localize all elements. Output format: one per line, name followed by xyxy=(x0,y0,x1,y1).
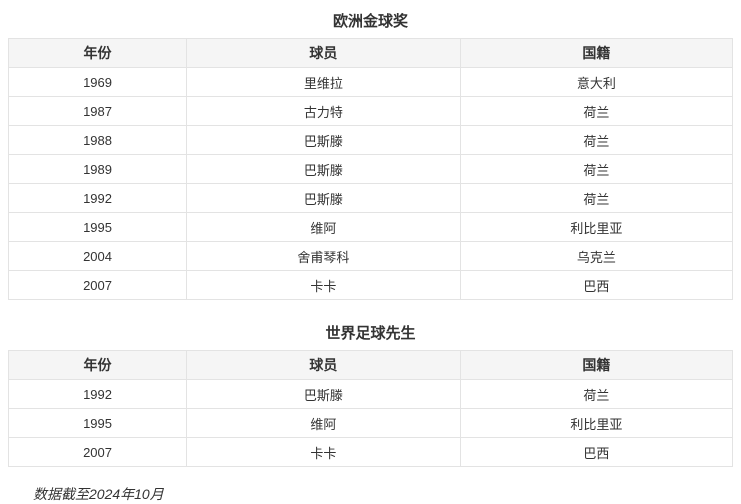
data-cutoff-note: 数据截至2024年10月 xyxy=(33,486,164,502)
cell-year: 1992 xyxy=(7,183,188,213)
table-row: 1969 里维拉 意大利 xyxy=(7,67,734,97)
cell-nationality: 荷兰 xyxy=(459,125,734,155)
table-row: 1989 巴斯滕 荷兰 xyxy=(7,154,734,184)
column-header-nationality: 国籍 xyxy=(459,38,734,68)
cell-player: 巴斯滕 xyxy=(186,183,461,213)
cell-nationality: 荷兰 xyxy=(459,96,734,126)
cell-player: 巴斯滕 xyxy=(186,154,461,184)
cell-year: 1995 xyxy=(7,408,188,438)
column-header-year: 年份 xyxy=(7,38,188,68)
cell-player: 维阿 xyxy=(186,212,461,242)
cell-nationality: 意大利 xyxy=(459,67,734,97)
section-ballon-dor: 欧洲金球奖 年份 球员 国籍 1969 里维拉 意大利 1987 xyxy=(7,0,734,300)
cell-year: 2007 xyxy=(7,270,188,300)
cell-year: 1969 xyxy=(7,67,188,97)
column-header-nationality: 国籍 xyxy=(459,350,734,380)
table-caption-world-player: 世界足球先生 xyxy=(325,325,416,342)
cell-player: 巴斯滕 xyxy=(186,125,461,155)
cell-player: 里维拉 xyxy=(186,67,461,97)
table-row: 2007 卡卡 巴西 xyxy=(7,437,734,467)
cell-year: 2007 xyxy=(7,437,188,467)
table-row: 1995 维阿 利比里亚 xyxy=(7,212,734,242)
section-world-player: 世界足球先生 年份 球员 国籍 1992 巴斯滕 荷兰 1995 xyxy=(7,300,734,467)
cell-nationality: 荷兰 xyxy=(459,154,734,184)
cell-player: 卡卡 xyxy=(186,270,461,300)
cell-player: 维阿 xyxy=(186,408,461,438)
cell-player: 卡卡 xyxy=(186,437,461,467)
table-header-row: 年份 球员 国籍 xyxy=(7,350,734,380)
cell-nationality: 荷兰 xyxy=(459,183,734,213)
column-header-player: 球员 xyxy=(186,38,461,68)
cell-player: 巴斯滕 xyxy=(186,379,461,409)
cell-year: 1992 xyxy=(7,379,188,409)
cell-year: 2004 xyxy=(7,241,188,271)
cell-player: 舍甫琴科 xyxy=(186,241,461,271)
table-caption-ballon-dor: 欧洲金球奖 xyxy=(332,13,408,30)
table-row: 1992 巴斯滕 荷兰 xyxy=(7,183,734,213)
cell-year: 1987 xyxy=(7,96,188,126)
table-row: 1995 维阿 利比里亚 xyxy=(7,408,734,438)
ballon-dor-table: 年份 球员 国籍 1969 里维拉 意大利 1987 古力特 荷兰 1988 xyxy=(7,38,734,300)
cell-year: 1995 xyxy=(7,212,188,242)
column-header-year: 年份 xyxy=(7,350,188,380)
table-row: 1992 巴斯滕 荷兰 xyxy=(7,379,734,409)
table-row: 2007 卡卡 巴西 xyxy=(7,270,734,300)
cell-nationality: 利比里亚 xyxy=(459,408,734,438)
table-row: 1987 古力特 荷兰 xyxy=(7,96,734,126)
cell-nationality: 利比里亚 xyxy=(459,212,734,242)
cell-player: 古力特 xyxy=(186,96,461,126)
cell-nationality: 荷兰 xyxy=(459,379,734,409)
table-header-row: 年份 球员 国籍 xyxy=(7,38,734,68)
world-player-table: 年份 球员 国籍 1992 巴斯滕 荷兰 1995 维阿 利比里亚 2007 xyxy=(7,350,734,467)
cell-nationality: 巴西 xyxy=(459,270,734,300)
cell-year: 1989 xyxy=(7,154,188,184)
cell-nationality: 乌克兰 xyxy=(459,241,734,271)
column-header-player: 球员 xyxy=(186,350,461,380)
cell-year: 1988 xyxy=(7,125,188,155)
table-row: 1988 巴斯滕 荷兰 xyxy=(7,125,734,155)
table-row: 2004 舍甫琴科 乌克兰 xyxy=(7,241,734,271)
cell-nationality: 巴西 xyxy=(459,437,734,467)
